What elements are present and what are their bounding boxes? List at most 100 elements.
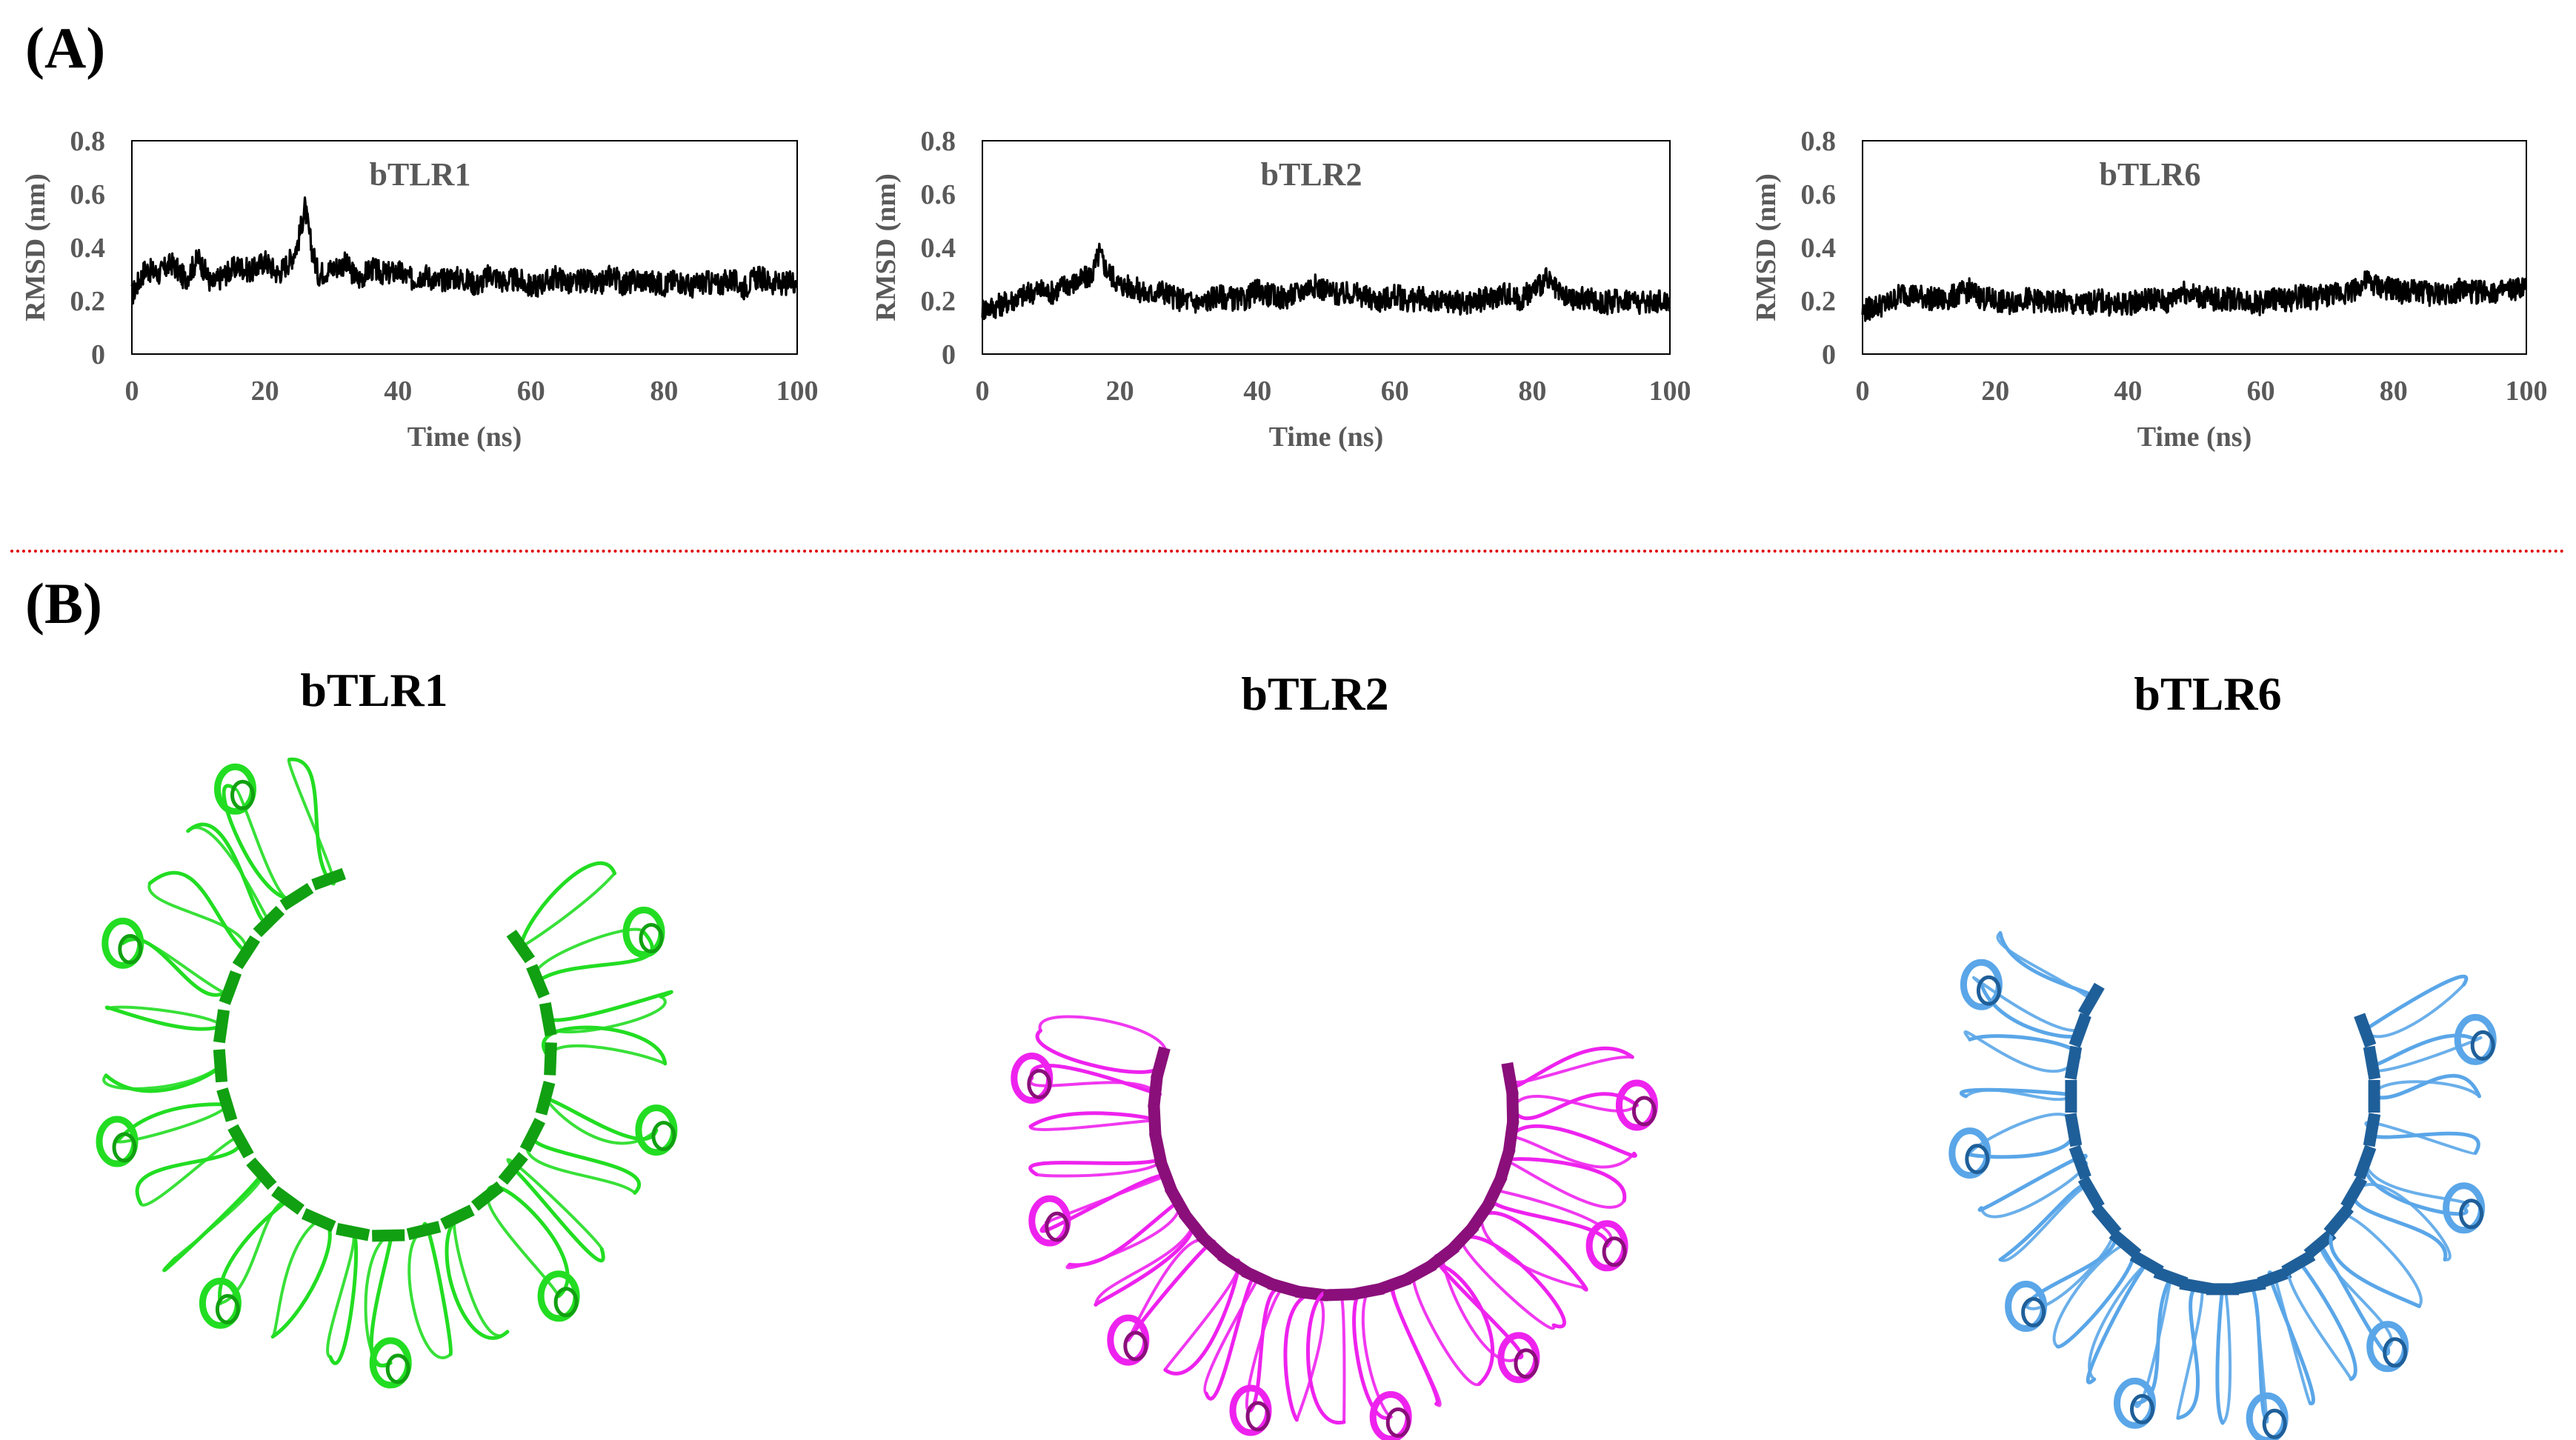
beta-strand <box>1448 1221 1480 1254</box>
y-tick-label: 0 <box>1822 339 1836 370</box>
ribbon-loop <box>1511 1094 1639 1113</box>
beta-strand <box>1217 1250 1251 1279</box>
y-tick-label: 0.4 <box>70 233 106 264</box>
ribbon-loop <box>116 1103 229 1144</box>
ribbon-loop <box>222 784 299 901</box>
helix-coil <box>2383 1337 2408 1368</box>
ribbon-loop <box>1245 1286 1286 1413</box>
plot-frame <box>982 140 1671 355</box>
ribbon-loop <box>2086 1261 2149 1384</box>
helix-coil <box>1245 1401 1271 1432</box>
y-tick-label: 0 <box>942 339 956 370</box>
beta-strand <box>2077 1176 2105 1210</box>
ribbon-loop <box>2088 1261 2149 1381</box>
ribbon-loop <box>1305 1289 1346 1424</box>
helix-coil <box>1385 1407 1411 1438</box>
beta-strand <box>1148 1131 1168 1166</box>
beta-strand <box>1148 1074 1163 1109</box>
helix-coil <box>2459 1199 2484 1230</box>
beta-strand <box>2354 1144 2377 1180</box>
ribbon-loop <box>1038 1015 1168 1065</box>
beta-strand <box>1502 1119 1520 1153</box>
beta-strand <box>336 1223 370 1241</box>
ribbon-loop <box>2215 1287 2225 1425</box>
ribbon-loop <box>1480 1213 1585 1290</box>
ribbon-loop <box>1029 1076 1157 1093</box>
ribbon-loop <box>1972 976 2082 1033</box>
ribbon-loop <box>1283 1291 1314 1422</box>
beta-strand <box>2109 1229 2142 1259</box>
ribbon-loop <box>1338 1293 1346 1424</box>
ribbon-loop <box>485 1184 570 1299</box>
beta-strand <box>440 1204 475 1230</box>
beta-strand <box>2069 1144 2091 1180</box>
y-tick-label: 0.8 <box>70 126 106 157</box>
ribbon-loop <box>1968 1034 2081 1065</box>
beta-strand <box>2323 1204 2354 1237</box>
beta-strand <box>1467 1199 1496 1233</box>
ribbon-loop <box>2329 1218 2421 1308</box>
beta-strand <box>2077 982 2105 1017</box>
beta-strand <box>219 970 242 1005</box>
beta-strand <box>1241 1265 1276 1290</box>
x-tick-label: 60 <box>2247 376 2275 407</box>
ribbon-loop <box>2363 1160 2469 1216</box>
x-tick-label: 20 <box>1106 376 1134 407</box>
beta-strand <box>301 1207 336 1233</box>
x-tick-label: 80 <box>2380 376 2408 407</box>
beta-strand <box>2354 1013 2377 1048</box>
helix-coil <box>1514 1348 1539 1379</box>
beta-strand <box>470 1181 505 1211</box>
beta-strand <box>2069 1013 2091 1048</box>
x-tick-label: 100 <box>776 376 819 407</box>
y-tick-label: 0.2 <box>1801 286 1837 317</box>
beta-strand <box>1402 1259 1437 1286</box>
beta-strand <box>213 1009 230 1044</box>
beta-strand <box>246 1157 277 1190</box>
beta-strand <box>2064 1113 2083 1147</box>
ribbon-loop <box>2363 1161 2470 1210</box>
ribbon-loop <box>530 1133 641 1195</box>
section-divider <box>10 550 2566 553</box>
ribbon-loop <box>548 1044 667 1065</box>
beta-strand <box>253 905 285 938</box>
x-axis-title: Time (ns) <box>407 421 522 453</box>
ribbon-loop <box>546 990 673 1022</box>
y-tick-label: 0.4 <box>921 233 956 264</box>
y-axis-title: RMSD (nm) <box>1751 173 1782 321</box>
ribbon-loop <box>326 1230 356 1359</box>
helix-coil <box>230 779 255 810</box>
beta-strand <box>539 1001 557 1037</box>
ribbon-loop <box>102 1064 222 1090</box>
beta-strand <box>1506 1091 1520 1124</box>
helix-coil <box>651 1121 676 1152</box>
plot-frame <box>131 140 798 355</box>
helix-coil <box>2130 1393 2154 1424</box>
beta-strand <box>1482 1173 1508 1208</box>
rmsd-series-line <box>981 242 1671 321</box>
y-axis-title: RMSD (nm) <box>871 173 902 321</box>
x-tick-label: 20 <box>1981 376 2009 407</box>
x-tick-label: 0 <box>976 376 990 407</box>
ribbon-loop <box>2352 1183 2452 1261</box>
protein-ribbon-btlr1 <box>96 757 678 1389</box>
beta-strand <box>1148 1103 1162 1137</box>
beta-strand <box>232 935 261 970</box>
beta-strand <box>2363 1045 2381 1080</box>
beta-strand <box>227 1124 254 1159</box>
x-tick-label: 100 <box>2506 376 2548 407</box>
ribbon-loop <box>1094 1223 1196 1307</box>
beta-strand <box>535 1081 556 1116</box>
y-tick-label: 0.2 <box>70 286 106 317</box>
rmsd-series-line <box>1861 270 2527 322</box>
ribbon-loop <box>1094 1224 1195 1307</box>
beta-strand <box>2129 1250 2164 1277</box>
y-tick-label: 0.8 <box>921 126 956 157</box>
x-tick-label: 40 <box>2114 376 2142 407</box>
ribbon-loop <box>543 1096 659 1141</box>
beta-strand <box>2064 1045 2083 1080</box>
structure-title-btlr1: bTLR1 <box>300 664 448 716</box>
beta-strand <box>519 1118 546 1153</box>
x-tick-label: 60 <box>1381 376 1409 407</box>
protein-ribbon-btlr6 <box>1948 931 2497 1440</box>
